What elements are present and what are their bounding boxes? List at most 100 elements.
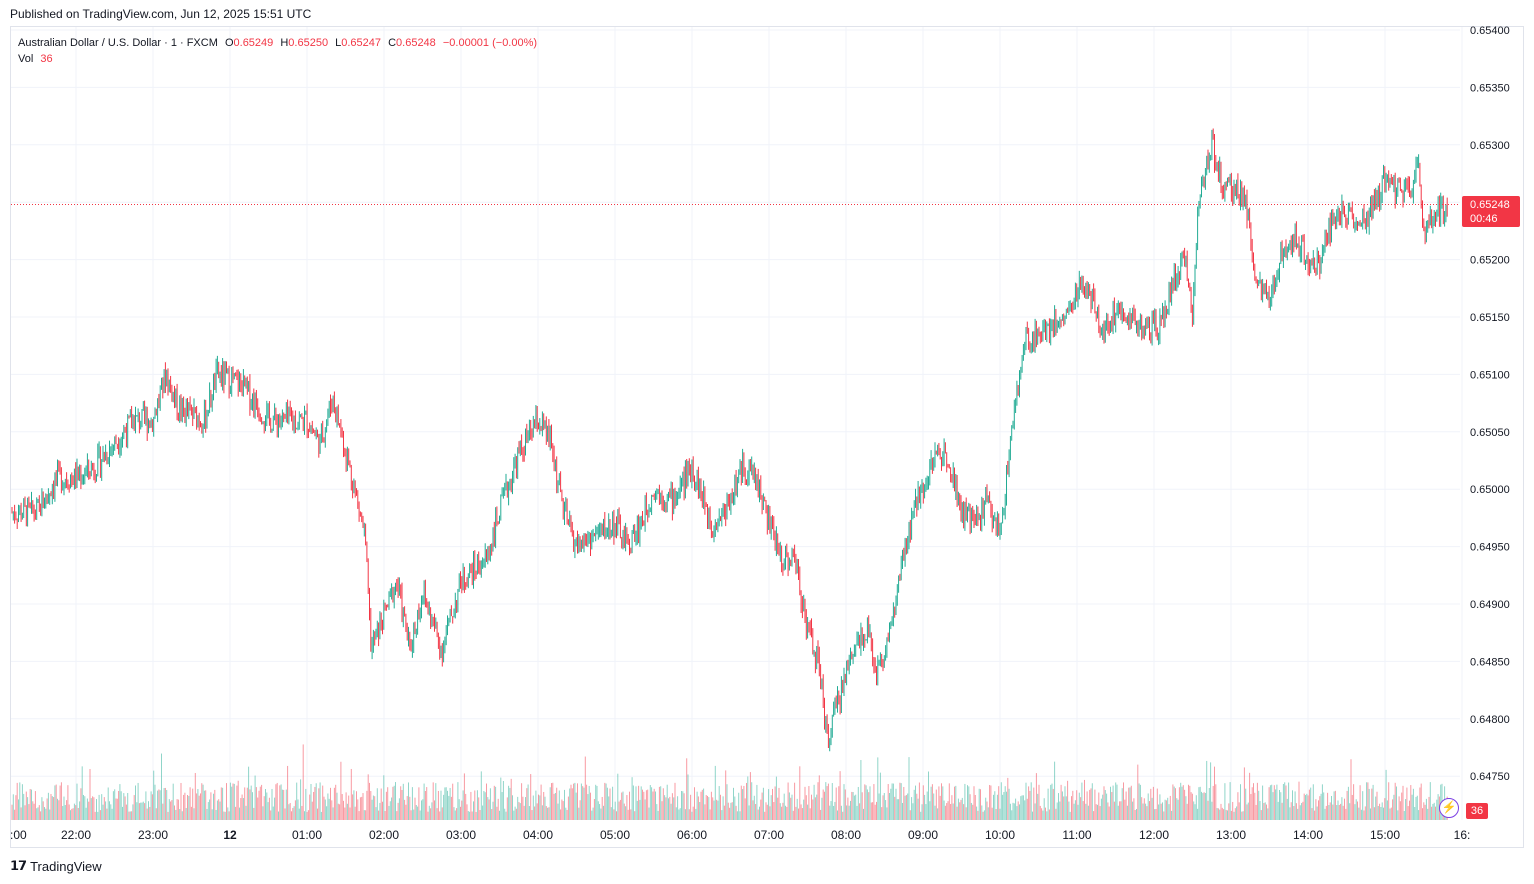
volume-bar bbox=[748, 805, 750, 820]
volume-bar bbox=[245, 805, 247, 820]
volume-bar bbox=[318, 788, 320, 820]
volume-bar bbox=[219, 801, 221, 820]
volume-bar bbox=[1328, 805, 1330, 820]
volume-bar bbox=[638, 785, 640, 820]
volume-bar bbox=[103, 797, 105, 820]
volume-bar bbox=[163, 788, 165, 820]
volume-bar bbox=[738, 792, 740, 820]
volume-bar bbox=[436, 808, 438, 820]
volume-bar bbox=[374, 796, 376, 820]
volume-bar bbox=[1211, 801, 1213, 820]
volume-bar bbox=[774, 786, 776, 820]
volume-bar bbox=[695, 808, 697, 820]
volume-bar bbox=[92, 796, 94, 820]
tradingview-brand[interactable]: 𝟭𝟳 TradingView bbox=[10, 858, 102, 874]
volume-bar bbox=[162, 803, 164, 820]
volume-bar bbox=[883, 792, 885, 820]
volume-bar bbox=[642, 789, 643, 820]
chart-frame[interactable] bbox=[10, 26, 1524, 848]
volume-bar bbox=[452, 783, 454, 820]
volume-bar bbox=[890, 788, 892, 820]
volume-bar bbox=[306, 811, 308, 820]
volume-bar bbox=[90, 798, 92, 820]
volume-bar bbox=[499, 810, 500, 820]
volume-bar bbox=[938, 786, 940, 820]
last-price-badge: 0.65248 00:46 bbox=[1462, 196, 1520, 227]
volume-bar bbox=[1177, 799, 1179, 820]
volume-bar bbox=[460, 806, 461, 820]
volume-bar bbox=[55, 784, 57, 820]
volume-bar bbox=[371, 799, 373, 820]
volume-bar bbox=[470, 791, 472, 820]
time-tick-label: 12 bbox=[223, 828, 237, 842]
volume-bar bbox=[1176, 798, 1178, 820]
volume-bar bbox=[1416, 795, 1418, 820]
volume-bar bbox=[1292, 790, 1293, 820]
volume-bar bbox=[435, 783, 437, 820]
volume-bar bbox=[340, 761, 342, 820]
volume-bar bbox=[571, 788, 573, 820]
volume-bar bbox=[129, 811, 131, 820]
volume-bar bbox=[968, 786, 970, 820]
volume-bar bbox=[1035, 773, 1037, 820]
volume-bar bbox=[307, 810, 309, 820]
volume-bar bbox=[872, 802, 874, 820]
volume-bar bbox=[850, 800, 851, 820]
volume-bar bbox=[32, 801, 34, 820]
volume-bar bbox=[1216, 808, 1218, 820]
volume-bar bbox=[632, 785, 634, 820]
volume-bar bbox=[166, 790, 168, 820]
volume-bar bbox=[1360, 809, 1362, 820]
volume-bar bbox=[1384, 798, 1386, 820]
volume-bar bbox=[1389, 808, 1391, 820]
volume-bar bbox=[67, 785, 69, 820]
price-tick-label: 0.64950 bbox=[1470, 542, 1510, 554]
volume-bar bbox=[736, 811, 738, 820]
volume-bar bbox=[1427, 808, 1429, 820]
volume-bar bbox=[613, 809, 615, 820]
volume-bar bbox=[397, 802, 399, 820]
volume-bar bbox=[925, 804, 927, 820]
volume-bar bbox=[383, 775, 385, 820]
volume-bar bbox=[344, 807, 346, 820]
volume-bar bbox=[510, 778, 512, 820]
volume-bar bbox=[622, 791, 624, 820]
volume-bar bbox=[1437, 794, 1439, 820]
volume-bar bbox=[324, 799, 326, 820]
volume-bar bbox=[957, 798, 959, 820]
volume-bar bbox=[427, 811, 429, 820]
volume-bar bbox=[1098, 792, 1100, 820]
volume-bar bbox=[237, 780, 239, 820]
volume-bar bbox=[491, 809, 493, 820]
volume-bar bbox=[262, 806, 264, 820]
volume-bar bbox=[794, 782, 796, 820]
volume-bar bbox=[1193, 801, 1195, 820]
volume-bar bbox=[612, 786, 614, 820]
volume-bar bbox=[657, 810, 659, 820]
volume-bar bbox=[782, 802, 784, 820]
volume-bar bbox=[73, 803, 75, 820]
volume-bar bbox=[107, 787, 109, 820]
volume-bar bbox=[1341, 797, 1343, 820]
volume-bar bbox=[1152, 786, 1154, 820]
lightning-icon[interactable]: ⚡ bbox=[1439, 798, 1459, 818]
volume-bar bbox=[1199, 786, 1201, 820]
volume-bar bbox=[322, 785, 324, 820]
volume-bar bbox=[721, 810, 723, 820]
volume-bar bbox=[626, 795, 628, 820]
volume-bar bbox=[1242, 811, 1244, 820]
time-tick-label: 09:00 bbox=[908, 828, 938, 842]
volume-bar bbox=[426, 787, 428, 820]
volume-bar bbox=[171, 800, 173, 820]
volume-bar bbox=[678, 809, 680, 820]
time-tick-label: 14:00 bbox=[1293, 828, 1323, 842]
volume-bar bbox=[848, 805, 850, 820]
volume-bar bbox=[116, 798, 118, 820]
volume-bar bbox=[393, 785, 395, 820]
volume-bar bbox=[181, 811, 183, 820]
volume-bar bbox=[596, 785, 598, 820]
volume-bar bbox=[539, 795, 541, 820]
volume-bar bbox=[18, 799, 19, 820]
volume-bar bbox=[132, 804, 134, 820]
